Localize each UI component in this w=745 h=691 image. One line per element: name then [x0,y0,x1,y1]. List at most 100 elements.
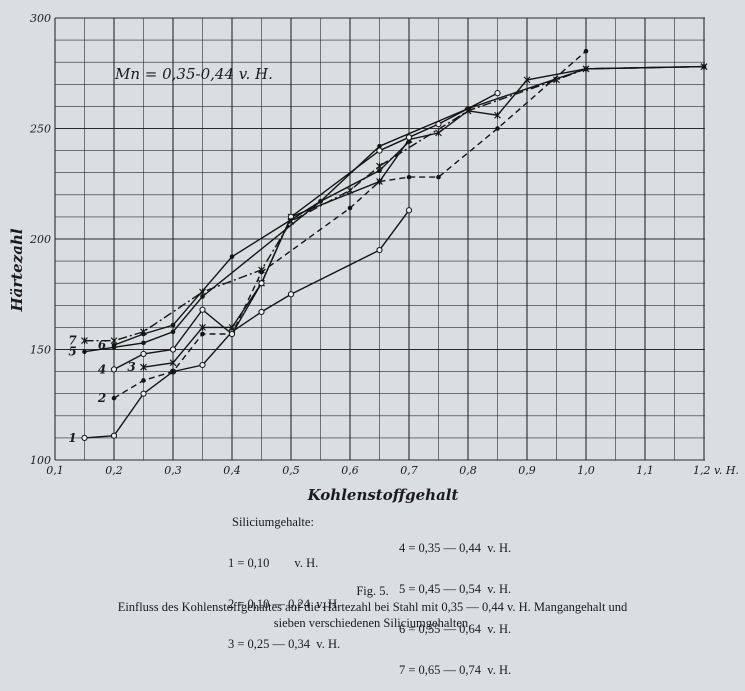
mn-annotation: Mn = 0,35-0,44 v. H. [114,65,273,83]
data-point [405,207,413,214]
caption-line-1: Einfluss des Kohlenstoffgehaltes auf die… [117,600,628,614]
data-point [406,139,412,145]
y-axis-label: Härtezahl [8,228,26,312]
data-point [495,126,500,131]
data-point [200,331,205,337]
y-tick-label: 200 [29,233,51,246]
data-point [140,328,147,336]
axis-ticks: 100 150 200 250 300 0,1 0,2 0,3 0,4 0,5 0,6 0,7 0,8 0… [29,12,739,477]
data-point [141,340,146,346]
data-point [406,174,412,180]
data-point [523,76,531,84]
data-point [405,134,413,141]
data-point [81,434,88,441]
y-tick-label: 300 [30,12,51,25]
data-point [110,366,118,373]
legend-item-4: 4 = 0,35 — 0,44 v. H. [399,541,512,555]
x-tick-label: 0,8 [459,464,477,477]
data-point [346,186,354,194]
data-point [553,76,560,84]
series-line-5 [84,141,410,353]
data-point [82,349,87,355]
data-point [464,107,472,115]
data-point [377,168,382,173]
data-point [169,359,177,367]
x-tick-label: 0,7 [400,464,418,477]
data-point [110,432,118,439]
series-line-1 [84,209,410,439]
data-point [169,346,177,353]
series-line-3 [143,65,705,368]
series-label-1: 1 [68,431,76,445]
data-point [435,129,442,137]
x-tick-label: 0,4 [223,464,241,477]
series-line-7 [84,65,705,342]
data-point [258,266,265,274]
data-point [377,143,382,149]
data-point [170,322,176,328]
x-axis-label: Kohlenstoffgehalt [307,486,459,504]
x-tick-label: 0,9 [518,464,536,477]
legend-item-3: 3 = 0,25 — 0,34 v. H. [228,637,341,651]
x-tick-label: 1,1 [636,464,654,477]
y-tick-label: 100 [30,454,51,467]
y-tick-label: 250 [29,123,51,136]
data-point [228,330,236,338]
data-point [140,390,147,397]
data-point [170,369,176,374]
series-label-3: 3 [127,360,135,374]
data-point [376,178,383,186]
data-point [200,294,205,299]
x-tick-label: 0,3 [164,464,182,477]
chart: 1 2 3 4 5 6 7 100 150 200 250 300 0,1 0,2 0,3 0,4 0,5 0,… [8,12,739,504]
legend-item-5: 5 = 0,45 — 0,54 v. H. [399,581,512,596]
figure-number: Fig. 5. [356,584,389,598]
data-point [141,378,146,383]
caption-line-2: sieben verschiedenen Siliciumgehalten. [273,616,472,630]
series-7: 7 [68,63,708,348]
data-point [140,350,147,358]
series-4: 4 [98,90,501,376]
data-point [258,280,265,287]
x-tick-label: 0,5 [282,464,300,477]
data-point [376,162,383,170]
data-point [140,363,147,371]
series-layer: 1 2 3 4 5 6 7 [68,48,708,445]
data-point [258,308,265,316]
x-tick-label: 1,0 [577,464,595,477]
y-tick-label: 150 [30,344,51,357]
data-point [700,63,708,71]
chart-grid [54,17,705,461]
x-tick-label: 0,6 [341,464,359,477]
series-label-2: 2 [97,391,106,405]
series-1: 1 [68,207,413,445]
legend-item-7: 7 = 0,65 — 0,74 v. H. [399,662,512,677]
data-point [494,90,501,97]
data-point [229,254,235,259]
series-line-2 [113,50,587,399]
data-point [170,329,176,335]
data-point [199,361,206,369]
data-point [494,111,501,119]
series-label-6: 6 [98,338,107,352]
data-point [199,323,206,331]
x-tick-label: 0,1 [46,464,64,477]
data-point [583,48,589,54]
legend-item-2: 2 = 0,10 — 0,24 v. H. [228,596,341,611]
data-point [111,395,117,401]
x-tick-label: 1,2 v. H. [693,464,739,477]
data-point [199,306,206,313]
series-label-4: 4 [98,362,106,376]
data-point [318,199,323,204]
legend-heading: Siliciumgehalte: [232,515,314,529]
series-2: 2 [97,48,589,405]
data-point [110,337,118,345]
series-label-7: 7 [68,334,77,348]
data-point [111,342,117,348]
data-point [347,205,353,211]
data-point [436,174,441,180]
series-6: 6 [98,64,707,352]
series-label-5: 5 [68,345,76,359]
data-point [287,217,295,225]
legend-item-1: 1 = 0,10 v. H. [228,556,319,570]
